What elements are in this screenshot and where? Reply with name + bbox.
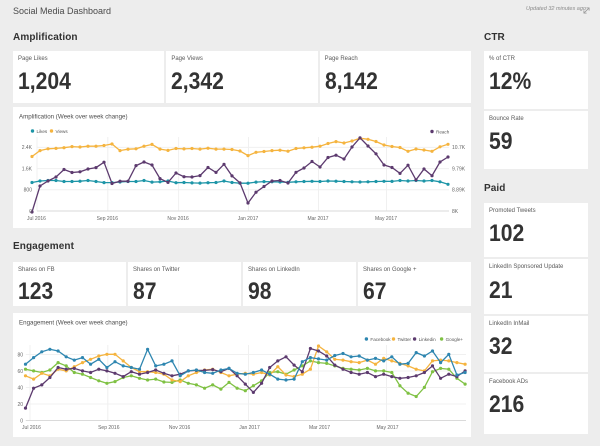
svg-text:8.89K: 8.89K — [452, 188, 466, 194]
svg-text:Jan 2017: Jan 2017 — [238, 216, 259, 222]
svg-text:40: 40 — [17, 385, 23, 391]
svg-text:9.79K: 9.79K — [452, 166, 466, 172]
svg-text:Google+: Google+ — [446, 337, 464, 342]
svg-text:Jul 2016: Jul 2016 — [27, 216, 46, 222]
svg-text:Mar 2017: Mar 2017 — [309, 425, 330, 431]
svg-text:0: 0 — [20, 418, 23, 424]
svg-text:60: 60 — [17, 369, 23, 375]
svg-text:Views: Views — [56, 129, 69, 134]
svg-text:Facebook: Facebook — [370, 337, 391, 342]
svg-text:20: 20 — [17, 402, 23, 408]
svg-text:0: 0 — [29, 209, 32, 215]
svg-text:8K: 8K — [452, 209, 459, 215]
svg-text:Mar 2017: Mar 2017 — [307, 216, 328, 222]
svg-text:Engagement (Week over week cha: Engagement (Week over week change) — [19, 320, 128, 327]
svg-text:May 2017: May 2017 — [377, 425, 399, 431]
svg-text:Jan 2017: Jan 2017 — [239, 425, 260, 431]
svg-text:80: 80 — [17, 352, 23, 358]
svg-text:Likes: Likes — [37, 129, 48, 134]
svg-text:Nov 2016: Nov 2016 — [167, 216, 189, 222]
svg-text:Twitter: Twitter — [398, 337, 412, 342]
svg-text:1.6K: 1.6K — [22, 166, 33, 172]
svg-text:Sep 2016: Sep 2016 — [97, 216, 119, 222]
svg-text:2.4K: 2.4K — [22, 145, 33, 151]
svg-text:Nov 2016: Nov 2016 — [169, 425, 191, 431]
svg-text:Linkedin: Linkedin — [419, 337, 437, 342]
svg-text:Sep 2016: Sep 2016 — [98, 425, 120, 431]
svg-text:Reach: Reach — [436, 129, 450, 134]
svg-text:800: 800 — [24, 188, 33, 194]
svg-text:Amplification (Week over week: Amplification (Week over week change) — [19, 114, 128, 121]
svg-text:10.7K: 10.7K — [452, 145, 466, 151]
svg-text:May 2017: May 2017 — [375, 216, 397, 222]
svg-text:Jul 2016: Jul 2016 — [22, 425, 41, 431]
